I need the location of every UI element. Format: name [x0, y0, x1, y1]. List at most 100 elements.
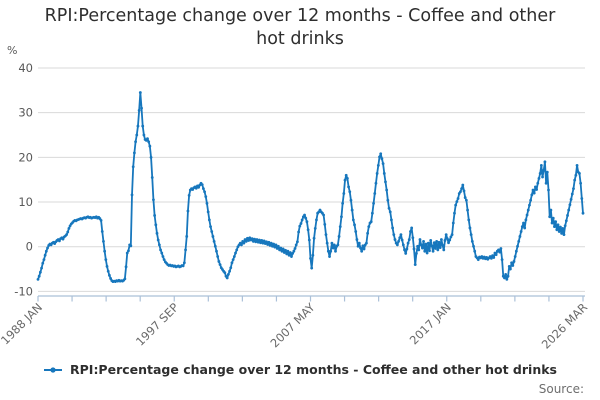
data-point: [309, 256, 312, 260]
data-point: [250, 237, 254, 241]
data-point: [294, 243, 298, 247]
y-axis-unit-label: %: [7, 44, 18, 57]
data-point: [46, 246, 49, 250]
data-point: [235, 248, 239, 252]
data-point: [418, 238, 422, 241]
data-point: [365, 241, 368, 245]
data-point: [350, 208, 354, 212]
y-tick-label: 30: [18, 106, 33, 120]
data-point: [304, 216, 308, 220]
x-tick-label: 2017 JAN: [407, 300, 454, 347]
data-point: [66, 230, 70, 234]
data-point: [43, 253, 47, 257]
data-point: [299, 222, 303, 225]
data-point: [456, 197, 460, 200]
data-point: [417, 248, 421, 252]
data-point: [185, 235, 189, 238]
data-point: [37, 274, 41, 278]
data-point: [256, 240, 260, 244]
data-point: [380, 157, 384, 161]
data-point: [544, 181, 548, 185]
data-point: [392, 233, 396, 237]
data-point: [300, 218, 304, 222]
data-point: [202, 187, 205, 191]
data-point: [381, 162, 385, 166]
data-point: [514, 249, 518, 253]
data-point: [404, 252, 408, 255]
data-point: [543, 160, 547, 164]
data-point: [154, 223, 158, 227]
data-point: [460, 187, 464, 191]
data-point: [209, 225, 212, 229]
data-point: [105, 264, 109, 268]
data-point: [516, 244, 519, 248]
data-point: [444, 233, 448, 237]
data-point: [548, 215, 552, 219]
data-point: [447, 241, 450, 245]
data-point: [431, 249, 435, 253]
data-point: [472, 244, 475, 248]
chart-title: RPI:Percentage change over 12 months - C…: [20, 5, 580, 51]
data-point: [124, 265, 128, 269]
x-tick-label: 1997 SEP: [133, 300, 181, 348]
chart-title-line2: hot drinks: [256, 29, 344, 50]
data-point: [391, 226, 395, 230]
data-point: [510, 261, 513, 265]
data-point: [468, 226, 472, 230]
data-point: [573, 178, 577, 182]
data-point: [551, 216, 555, 220]
data-point: [293, 247, 297, 250]
data-point: [329, 249, 333, 253]
data-point: [137, 109, 141, 112]
data-point: [108, 273, 111, 277]
data-point: [315, 218, 318, 222]
data-point: [157, 243, 161, 247]
data-point: [425, 251, 429, 255]
data-point: [336, 243, 340, 247]
data-point: [292, 249, 296, 253]
data-point: [244, 239, 248, 243]
data-point: [281, 247, 285, 251]
data-point: [287, 253, 291, 257]
data-point: [194, 186, 198, 190]
data-point: [307, 238, 311, 242]
data-point: [568, 203, 572, 207]
data-point: [65, 233, 68, 237]
data-point: [274, 243, 278, 247]
data-point: [367, 225, 371, 229]
data-point: [323, 222, 327, 226]
data-point: [230, 261, 234, 265]
data-point: [467, 218, 471, 222]
data-point: [370, 211, 374, 215]
data-point: [522, 221, 525, 225]
data-point: [248, 236, 252, 240]
data-point: [306, 228, 310, 232]
data-point: [473, 249, 477, 253]
data-point: [499, 247, 503, 250]
data-point: [362, 247, 366, 251]
data-point: [135, 133, 139, 137]
data-point: [311, 253, 315, 257]
data-point: [461, 183, 465, 187]
data-point: [572, 187, 575, 191]
data-point: [291, 252, 295, 255]
data-point: [411, 236, 415, 240]
data-point: [276, 244, 280, 248]
data-point: [407, 238, 411, 241]
data-point: [282, 251, 286, 254]
data-point: [271, 244, 274, 248]
data-point: [386, 198, 390, 202]
data-point: [534, 185, 537, 189]
data-point: [454, 203, 458, 207]
data-point: [384, 180, 387, 184]
data-point: [556, 223, 560, 227]
data-point: [561, 227, 565, 230]
data-point: [351, 218, 355, 222]
data-point: [449, 235, 453, 239]
x-tick-label: 1988 JAN: [0, 300, 45, 347]
data-point: [255, 238, 259, 241]
data-point: [36, 277, 40, 281]
data-point: [354, 230, 358, 233]
data-point: [410, 226, 414, 230]
data-point: [419, 243, 423, 247]
